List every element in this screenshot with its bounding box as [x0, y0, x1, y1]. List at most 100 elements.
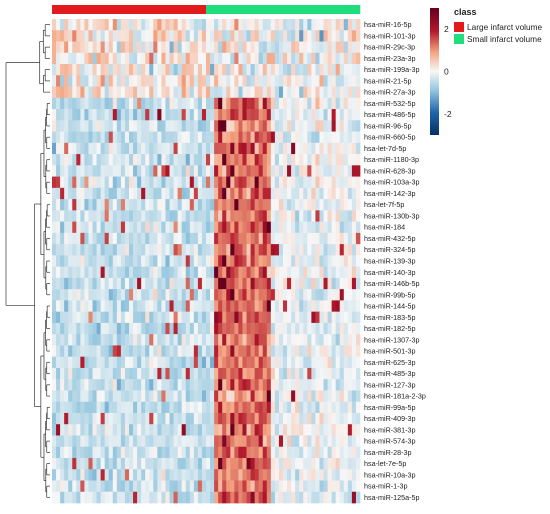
- heatmap-cell: [68, 244, 73, 256]
- heatmap-cell: [169, 379, 174, 391]
- heatmap-cell: [201, 52, 207, 65]
- heatmap-cell: [206, 446, 211, 459]
- heatmap-cell: [270, 379, 276, 391]
- heatmap-cell: [104, 30, 110, 42]
- heatmap-cell: [181, 19, 187, 31]
- heatmap-cell: [201, 412, 207, 425]
- row-label: hsa-miR-182-5p: [364, 324, 416, 333]
- heatmap-cell: [295, 187, 300, 200]
- heatmap-cell: [287, 199, 292, 211]
- heatmap-cell: [210, 120, 215, 132]
- heatmap-cell: [161, 424, 166, 436]
- heatmap-cell: [222, 334, 227, 346]
- heatmap-cell: [339, 469, 345, 481]
- heatmap-cell: [161, 131, 166, 144]
- heatmap-cell: [189, 109, 195, 121]
- heatmap-cell: [60, 446, 65, 459]
- heatmap-cell: [169, 199, 174, 211]
- heatmap-cell: [80, 401, 85, 414]
- heatmap-cell: [351, 435, 357, 448]
- heatmap-cell: [185, 367, 191, 380]
- heatmap-cell: [149, 19, 154, 31]
- heatmap-cell: [254, 322, 260, 335]
- heatmap-cell: [76, 356, 81, 369]
- heatmap-cell: [100, 379, 106, 391]
- heatmap-cell: [185, 131, 191, 144]
- heatmap-cell: [197, 86, 203, 99]
- heatmap-cell: [88, 210, 93, 222]
- heatmap-cell: [112, 300, 118, 313]
- heatmap-cell: [327, 154, 332, 166]
- heatmap-cell: [311, 379, 316, 391]
- heatmap-cell: [52, 142, 57, 155]
- heatmap-cell: [173, 446, 178, 459]
- heatmap-cell: [76, 86, 81, 99]
- heatmap-cell: [355, 142, 361, 155]
- heatmap-cell: [331, 210, 337, 222]
- heatmap-cell: [206, 187, 211, 200]
- heatmap-cell: [238, 210, 243, 222]
- heatmap-cell: [351, 30, 357, 42]
- heatmap-cell: [258, 120, 264, 132]
- heatmap-cell: [161, 311, 166, 324]
- heatmap-cell: [56, 109, 61, 121]
- heatmap-cell: [120, 469, 126, 481]
- heatmap-cell: [343, 52, 349, 65]
- heatmap-cell: [189, 390, 195, 403]
- heatmap-cell: [315, 221, 320, 234]
- heatmap-cell: [197, 379, 203, 391]
- heatmap-cell: [258, 457, 264, 470]
- heatmap-cell: [84, 322, 89, 335]
- heatmap-cell: [299, 266, 304, 279]
- heatmap-cell: [319, 176, 324, 189]
- heatmap-cell: [323, 210, 328, 222]
- row-label: hsa-miR-10a-3p: [364, 470, 416, 479]
- heatmap-cell: [133, 232, 138, 245]
- heatmap-cell: [80, 457, 85, 470]
- heatmap-cell: [303, 75, 308, 87]
- heatmap-cell: [137, 244, 142, 256]
- heatmap-cell: [242, 367, 247, 380]
- heatmap-cell: [230, 390, 235, 403]
- heatmap-cell: [137, 480, 142, 493]
- heatmap-cell: [238, 322, 243, 335]
- heatmap-cell: [274, 491, 280, 504]
- heatmap-cell: [250, 52, 255, 65]
- heatmap-cell: [291, 165, 296, 177]
- heatmap-cell: [266, 334, 272, 346]
- heatmap-cell: [291, 142, 296, 155]
- heatmap-cell: [250, 142, 255, 155]
- heatmap-cell: [315, 401, 320, 414]
- heatmap-cell: [84, 221, 89, 234]
- heatmap-cell: [64, 311, 69, 324]
- heatmap-cell: [133, 30, 138, 42]
- heatmap-cell: [137, 289, 142, 301]
- heatmap-cell: [153, 255, 158, 267]
- heatmap-cell: [120, 142, 126, 155]
- heatmap-cell: [254, 412, 260, 425]
- heatmap-cell: [323, 255, 328, 267]
- heatmap-cell: [315, 367, 320, 380]
- heatmap-cell: [242, 255, 247, 267]
- heatmap-cell: [116, 199, 122, 211]
- heatmap-cell: [222, 30, 227, 42]
- heatmap-cell: [242, 277, 247, 290]
- heatmap-cell: [88, 64, 93, 76]
- heatmap-cell: [88, 244, 93, 256]
- heatmap-cell: [347, 469, 353, 481]
- heatmap-cell: [116, 52, 122, 65]
- heatmap-cell: [287, 41, 292, 54]
- heatmap-cell: [274, 131, 280, 144]
- heatmap-cell: [68, 109, 73, 121]
- heatmap-cell: [206, 322, 211, 335]
- heatmap-cell: [116, 401, 122, 414]
- heatmap-cell: [351, 210, 357, 222]
- heatmap-cell: [210, 187, 215, 200]
- heatmap-cell: [68, 401, 73, 414]
- heatmap-cell: [307, 334, 312, 346]
- heatmap-cell: [133, 244, 138, 256]
- heatmap-cell: [76, 41, 81, 54]
- heatmap-cell: [222, 165, 227, 177]
- heatmap-cell: [149, 356, 154, 369]
- heatmap-cell: [331, 221, 337, 234]
